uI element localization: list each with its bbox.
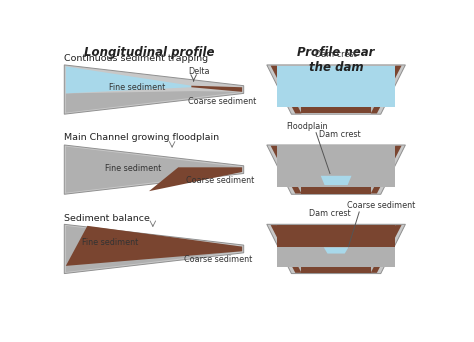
Polygon shape xyxy=(301,267,371,273)
Polygon shape xyxy=(277,146,395,187)
Polygon shape xyxy=(66,66,191,93)
Polygon shape xyxy=(267,145,405,194)
Text: Coarse sediment: Coarse sediment xyxy=(184,255,253,264)
Polygon shape xyxy=(271,225,401,273)
Text: Coarse sediment: Coarse sediment xyxy=(186,176,254,185)
Text: Sediment balance: Sediment balance xyxy=(64,213,150,223)
Polygon shape xyxy=(271,146,401,194)
Polygon shape xyxy=(271,66,401,114)
Polygon shape xyxy=(267,65,405,114)
Text: Dam crest: Dam crest xyxy=(319,130,361,139)
Polygon shape xyxy=(66,226,242,266)
Polygon shape xyxy=(191,86,242,92)
Polygon shape xyxy=(64,65,244,114)
Polygon shape xyxy=(301,107,371,114)
Text: Continuous sediment trapping: Continuous sediment trapping xyxy=(64,54,209,63)
Text: Delta: Delta xyxy=(188,67,210,77)
Polygon shape xyxy=(371,146,401,194)
Polygon shape xyxy=(64,224,244,274)
Polygon shape xyxy=(267,224,405,274)
Text: Profile near
the dam: Profile near the dam xyxy=(297,46,375,74)
Polygon shape xyxy=(66,226,242,272)
Text: Fine sediment: Fine sediment xyxy=(105,163,162,173)
Text: Fine sediment: Fine sediment xyxy=(109,83,165,92)
Polygon shape xyxy=(301,187,371,194)
Polygon shape xyxy=(277,225,395,267)
Text: Coarse sediment: Coarse sediment xyxy=(188,97,256,106)
Text: Dam crest: Dam crest xyxy=(315,50,357,59)
Text: Longitudinal profile: Longitudinal profile xyxy=(84,46,214,59)
Polygon shape xyxy=(277,66,395,107)
Polygon shape xyxy=(277,225,395,247)
Polygon shape xyxy=(64,145,244,194)
Polygon shape xyxy=(321,176,352,185)
Polygon shape xyxy=(66,146,242,193)
Polygon shape xyxy=(271,146,301,194)
Polygon shape xyxy=(324,247,348,253)
Text: Dam crest: Dam crest xyxy=(309,209,351,218)
Polygon shape xyxy=(66,91,242,113)
Polygon shape xyxy=(371,225,401,273)
Text: Floodplain: Floodplain xyxy=(286,122,328,131)
Text: Main Channel growing floodplain: Main Channel growing floodplain xyxy=(64,133,219,142)
Polygon shape xyxy=(371,66,401,114)
Polygon shape xyxy=(271,225,301,273)
Polygon shape xyxy=(149,167,242,191)
Polygon shape xyxy=(271,66,301,114)
Text: Coarse sediment: Coarse sediment xyxy=(346,201,415,210)
Text: Fine sediment: Fine sediment xyxy=(82,238,138,247)
